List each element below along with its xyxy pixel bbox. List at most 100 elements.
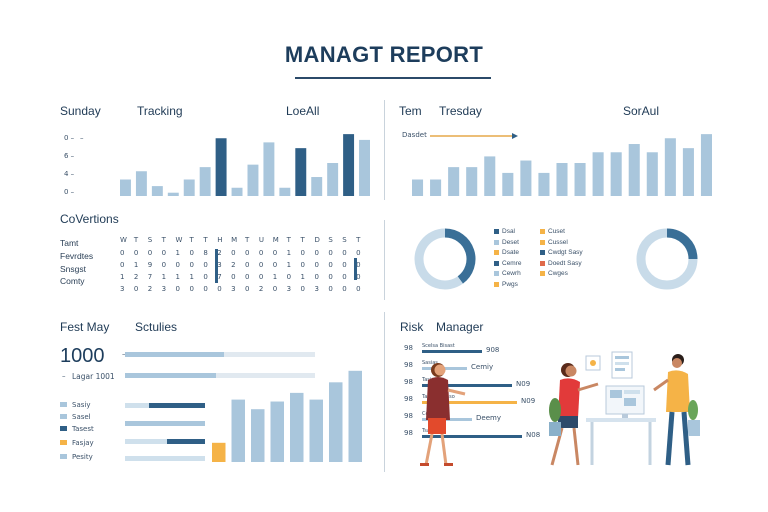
day-header: T — [203, 236, 208, 244]
legend-label: Cemre — [502, 259, 522, 267]
legend-swatch — [540, 260, 545, 266]
ytick: 6 – — [64, 152, 75, 160]
bar — [151, 186, 163, 196]
donut-slice — [666, 228, 698, 260]
label-tem: Tem — [399, 104, 422, 118]
conversions-title: CoVertions — [60, 212, 119, 226]
grid-cell: 0 — [342, 273, 347, 281]
grid-cell: 1 — [286, 249, 292, 257]
bar — [251, 409, 265, 462]
bar — [538, 172, 550, 196]
bar — [270, 401, 284, 462]
legend-swatch — [60, 454, 67, 459]
risk-mini-label: Sasias — [422, 360, 438, 366]
bar — [279, 187, 291, 196]
day-header: T — [300, 236, 305, 244]
divider-top — [384, 100, 385, 200]
legend-label: Dsate — [502, 249, 519, 256]
grid-marker — [354, 258, 358, 280]
grid-cell: 0 — [258, 249, 264, 257]
grid-cell: 0 — [258, 273, 264, 281]
grid-cell: 0 — [328, 285, 333, 293]
grid-cell: 0 — [356, 273, 361, 281]
legend-item: Pwgs — [494, 281, 518, 288]
bar — [646, 152, 658, 196]
legend-item: Dsal — [494, 228, 515, 235]
grid-cell: 3 — [314, 285, 319, 293]
hbar — [125, 456, 205, 461]
risk-bar — [422, 435, 522, 438]
day-header: T — [356, 236, 361, 244]
hbar — [125, 403, 205, 408]
risk-value: N09 — [521, 397, 536, 405]
grid-cell: 0 — [147, 249, 153, 257]
bar — [290, 392, 304, 462]
label-tresday: Tresday — [439, 104, 482, 118]
grid-cell: 0 — [314, 261, 319, 269]
day-header: D — [314, 236, 320, 244]
grid-cell: 0 — [120, 261, 125, 269]
bar — [183, 179, 195, 196]
legend-label: Sasel — [72, 413, 91, 421]
divider-mid — [384, 220, 385, 300]
bar — [135, 171, 147, 196]
tick-mark: – — [62, 372, 66, 380]
grid-cell: 0 — [272, 285, 278, 293]
grid-cell: 1 — [133, 261, 139, 269]
risk-value: N08 — [526, 431, 541, 439]
day-header: S — [147, 236, 153, 244]
legend-swatch — [60, 426, 67, 431]
grid-cell: 0 — [272, 261, 278, 269]
legend-item: Cwges — [540, 270, 568, 277]
legend-label: Cuset — [548, 228, 565, 235]
bar — [327, 163, 339, 196]
grid-cell: 0 — [245, 273, 250, 281]
day-header: W — [120, 236, 127, 244]
grid-cell: 2 — [217, 249, 222, 257]
bar — [343, 134, 355, 196]
label-manager: Manager — [436, 320, 484, 334]
label-tracking: Tracking — [137, 104, 183, 118]
risk-row-label: 98 — [404, 344, 413, 352]
grid-cell: 0 — [328, 249, 333, 257]
grid-cell: 0 — [286, 273, 292, 281]
grid-cell: 0 — [189, 261, 194, 269]
grid-cell: 1 — [300, 273, 306, 281]
bar — [359, 139, 370, 196]
legend-swatch — [540, 239, 545, 245]
label-sunday: Sunday — [60, 104, 101, 118]
label-sctulies: Sctulies — [135, 320, 178, 334]
grid-cell: 0 — [175, 261, 181, 269]
day-header: U — [258, 236, 264, 244]
bar — [167, 192, 179, 196]
risk-mini-label: Scelsa Bisast — [422, 343, 455, 349]
bar — [309, 399, 323, 462]
row-label: Snsgst — [60, 264, 86, 274]
risk-row-label: 98 — [404, 361, 413, 369]
legend-swatch — [494, 229, 499, 234]
bar — [231, 399, 245, 462]
bar — [412, 179, 424, 196]
grid-cell: 3 — [161, 285, 167, 293]
grid-cell: 0 — [328, 261, 333, 269]
grid-cell: 0 — [356, 249, 361, 257]
ytick: 0 – — [64, 134, 75, 142]
legend-swatch — [494, 239, 499, 245]
legend-swatch — [494, 260, 499, 266]
risk-value: Cemiy — [471, 363, 494, 371]
legend-swatch — [540, 271, 545, 276]
grid-cell: 0 — [189, 285, 194, 293]
legend-item: Cwdgt Sasy — [540, 249, 583, 256]
donut-slice — [636, 228, 698, 290]
bar — [329, 382, 343, 462]
legend-swatch — [60, 440, 67, 445]
grid-cell: 7 — [147, 273, 153, 281]
grid-cell: 0 — [245, 249, 250, 257]
bar-chart-bottom-left — [212, 370, 362, 462]
donut-slice — [414, 228, 463, 290]
legend-item: Cemre — [494, 260, 522, 267]
bar — [700, 134, 712, 196]
grid-cell: 0 — [203, 273, 208, 281]
day-header: T — [286, 236, 291, 244]
